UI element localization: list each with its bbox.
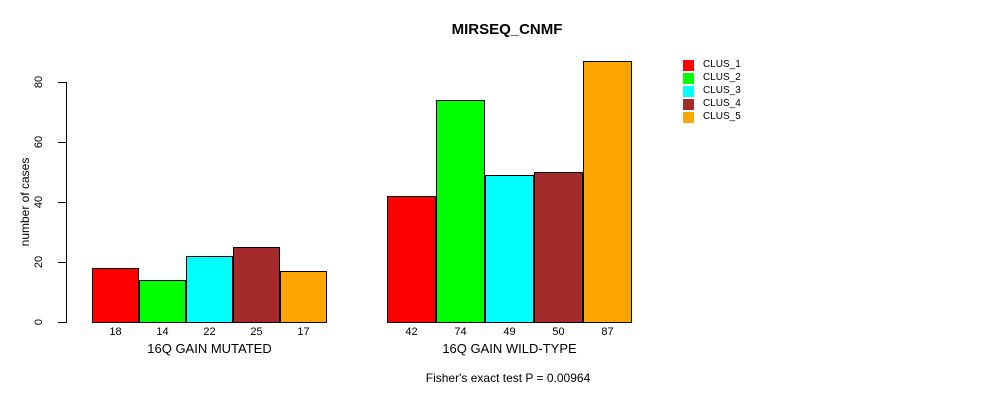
legend-swatch-CLUS_3 bbox=[683, 86, 694, 97]
y-axis-tick-label: 80 bbox=[33, 75, 45, 89]
bar-CLUS_4 bbox=[534, 172, 583, 323]
y-axis-tick-label: 0 bbox=[33, 318, 45, 326]
y-axis-label: number of cases bbox=[18, 157, 32, 247]
legend-label: CLUS_3 bbox=[703, 85, 741, 96]
bar-value-label: 14 bbox=[156, 326, 169, 338]
y-axis-tick bbox=[58, 142, 66, 143]
legend-swatch-CLUS_1 bbox=[683, 60, 694, 71]
bar-value-label: 49 bbox=[503, 326, 516, 338]
bar-value-label: 25 bbox=[250, 326, 263, 338]
legend-label: CLUS_5 bbox=[703, 111, 741, 122]
bar-CLUS_2 bbox=[436, 100, 485, 323]
group-label: 16Q GAIN MUTATED bbox=[147, 341, 272, 356]
bar-CLUS_5 bbox=[280, 271, 327, 323]
y-axis-tick-label: 20 bbox=[33, 255, 45, 269]
legend-label: CLUS_2 bbox=[703, 72, 741, 83]
bar-value-label: 42 bbox=[405, 326, 418, 338]
bar-value-label: 22 bbox=[203, 326, 216, 338]
bar-CLUS_2 bbox=[139, 280, 186, 323]
bar-CLUS_1 bbox=[387, 196, 436, 323]
bar-CLUS_4 bbox=[233, 247, 280, 323]
legend-swatch-CLUS_4 bbox=[683, 99, 694, 110]
y-axis-tick bbox=[58, 322, 66, 323]
y-axis-tick bbox=[58, 82, 66, 83]
bar-value-label: 74 bbox=[454, 326, 467, 338]
bar-value-label: 18 bbox=[109, 326, 122, 338]
y-axis-tick bbox=[58, 262, 66, 263]
y-axis-tick-label: 40 bbox=[33, 195, 45, 209]
bar-CLUS_5 bbox=[583, 61, 632, 323]
group-label: 16Q GAIN WILD-TYPE bbox=[442, 341, 577, 356]
fisher-test-annotation: Fisher's exact test P = 0.00964 bbox=[425, 371, 591, 385]
chart-title: MIRSEQ_CNMF bbox=[451, 21, 563, 38]
bar-CLUS_3 bbox=[485, 175, 534, 323]
bar-CLUS_3 bbox=[186, 256, 233, 323]
y-axis-line bbox=[66, 82, 67, 323]
y-axis-tick-label: 60 bbox=[33, 135, 45, 149]
y-axis-tick bbox=[58, 202, 66, 203]
bar-value-label: 50 bbox=[552, 326, 565, 338]
legend-label: CLUS_1 bbox=[703, 59, 741, 70]
legend-label: CLUS_4 bbox=[703, 98, 741, 109]
bar-CLUS_1 bbox=[92, 268, 139, 323]
legend-swatch-CLUS_5 bbox=[683, 112, 694, 123]
legend-swatch-CLUS_2 bbox=[683, 73, 694, 84]
bar-value-label: 87 bbox=[601, 326, 614, 338]
bar-value-label: 17 bbox=[297, 326, 310, 338]
